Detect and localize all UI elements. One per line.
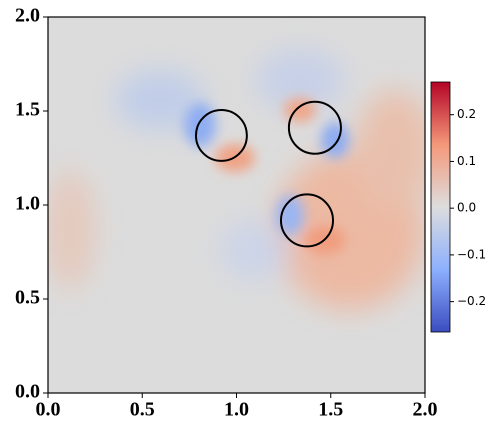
x-tick-label: 2.0 xyxy=(413,399,438,421)
field xyxy=(48,17,425,393)
obstacle-circle xyxy=(279,193,335,248)
obstacle-circle xyxy=(287,100,342,155)
y-tick-label: 0.5 xyxy=(15,287,40,309)
colorbar-tick-label: 0.0 xyxy=(457,201,476,215)
colorbar-tick-label: 0.2 xyxy=(457,107,476,121)
colorbar xyxy=(430,81,451,333)
colorbar-tick-label: −0.1 xyxy=(457,247,486,261)
x-tick-label: 0.0 xyxy=(36,399,61,421)
x-tick-label: 0.5 xyxy=(130,399,155,421)
x-tick-label: 1.0 xyxy=(224,399,249,421)
y-tick-label: 1.5 xyxy=(15,99,40,121)
y-tick-label: 2.0 xyxy=(15,5,40,27)
colorbar-tick-label: −0.2 xyxy=(457,294,486,308)
y-tick-label: 1.0 xyxy=(15,193,40,215)
x-tick-label: 1.5 xyxy=(318,399,343,421)
y-tick-label: 0.0 xyxy=(15,381,40,403)
obstacle-circle xyxy=(194,108,248,162)
colorbar-tick-label: 0.1 xyxy=(457,154,476,168)
